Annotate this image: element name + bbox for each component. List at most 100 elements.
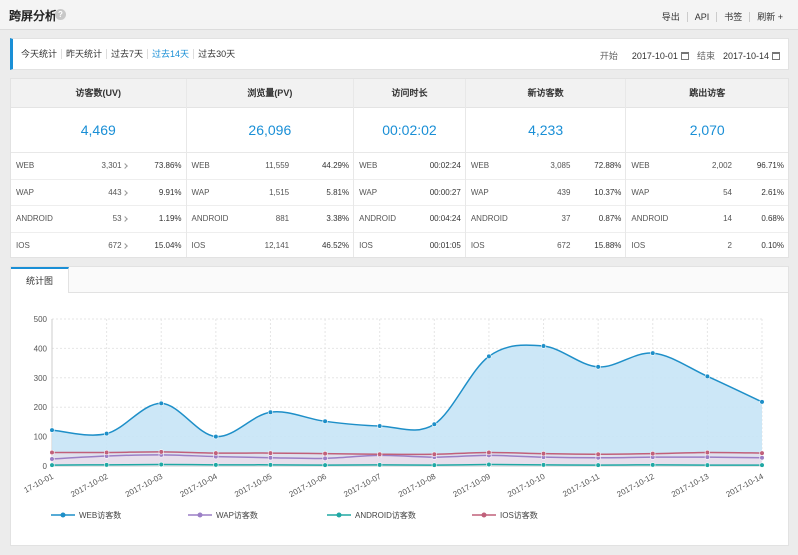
row-percent: 44.29%: [321, 161, 350, 170]
data-point: [704, 454, 710, 460]
api-button[interactable]: API: [694, 11, 710, 22]
start-label: 开始: [599, 51, 618, 61]
start-date-input[interactable]: 2017-10-01: [631, 50, 678, 61]
row-value: 439: [557, 187, 571, 197]
stat-row: WAP 439 10.37%: [465, 180, 626, 206]
row-percent: 0.10%: [761, 240, 784, 250]
series-area: [52, 451, 762, 466]
data-point: [49, 427, 55, 433]
x-tick-label: 2017-10-12: [615, 472, 656, 499]
data-point: [267, 450, 274, 456]
line-chart: 0 100 200 300 400 500 17-10-01 2017-10-02 2017-1…: [22, 315, 765, 520]
y-tick-label: 0: [43, 462, 48, 471]
refresh-button[interactable]: 刷新 +: [757, 12, 783, 22]
data-point: [104, 462, 110, 468]
row-value: 1,515: [269, 187, 290, 197]
stat-row[interactable]: ANDROID 53 1.19%: [11, 206, 186, 233]
stat-column-bounce: 跳出访客 2,070 WEB 2,002 96.71% WAP 54 2.61% AND…: [626, 79, 788, 257]
row-percent: 0.68%: [761, 214, 784, 223]
data-point: [49, 462, 55, 468]
export-button[interactable]: 导出: [661, 12, 680, 22]
data-point: [158, 400, 164, 406]
row-label: WAP: [631, 187, 650, 197]
legend-label: IOS访客数: [500, 510, 538, 520]
data-point: [267, 462, 274, 468]
data-point: [704, 449, 710, 456]
stat-row: WAP 54 2.61%: [626, 180, 788, 206]
tab-chart[interactable]: 统计图: [11, 267, 69, 293]
chevron-right-icon: [121, 189, 128, 196]
calendar-icon[interactable]: [680, 51, 689, 60]
header-actions: 导出 API 书签 刷新 +: [655, 10, 790, 23]
end-date-input[interactable]: 2017-10-14: [722, 50, 769, 61]
row-label: IOS: [631, 240, 646, 250]
period-30-days[interactable]: 过去30天: [198, 49, 236, 59]
period-today[interactable]: 今天统计: [17, 49, 63, 59]
row-label: ANDROID: [631, 214, 669, 223]
stat-row[interactable]: WEB 3,301 73.86%: [11, 153, 186, 180]
row-percent: 0.87%: [598, 214, 622, 223]
stat-row: ANDROID 37 0.87%: [465, 206, 626, 233]
stat-column-new-visitors: 新访客数 4,233 WEB 3,085 72.88% WAP 439 10.37% A…: [465, 79, 627, 257]
period-yesterday[interactable]: 昨天统计: [62, 49, 108, 59]
series-line: [51, 451, 763, 456]
data-point: [49, 456, 55, 462]
row-value: 3,085: [550, 161, 571, 170]
help-icon[interactable]: ?: [55, 9, 66, 20]
row-percent: 73.86%: [154, 161, 182, 170]
row-label: ANDROID: [16, 214, 53, 223]
data-point: [759, 450, 765, 456]
date-filter-bar: 今天统计 昨天统计 过去7天 过去14天 过去30天 开始 2017-10-01…: [10, 38, 789, 70]
page-header: 跨屏分析 ? 导出 API 书签 刷新 +: [0, 0, 798, 30]
row-label: WEB: [470, 161, 490, 170]
data-point: [158, 461, 164, 468]
row-label: WAP: [359, 187, 378, 197]
data-point: [650, 462, 656, 468]
row-value: 11,559: [265, 161, 290, 170]
stat-title: 跳出访客: [626, 79, 788, 108]
series-line: [51, 344, 763, 438]
row-label: ANDROID: [470, 214, 508, 223]
row-value: 37: [561, 214, 571, 223]
row-value: 00:04:24: [429, 214, 461, 223]
data-point: [431, 462, 437, 468]
data-point: [158, 449, 164, 455]
series-line: [51, 463, 763, 466]
row-label: WEB: [16, 161, 35, 170]
row-value: 443: [108, 187, 122, 197]
bookmark-button[interactable]: 书签: [724, 12, 743, 22]
data-point: [486, 461, 492, 468]
stat-title: 访客数(UV): [11, 79, 186, 108]
row-label: WEB: [359, 161, 378, 170]
row-value: 3,301: [101, 161, 122, 170]
stat-row: ANDROID 881 3.38%: [186, 206, 354, 233]
calendar-icon[interactable]: [772, 51, 780, 60]
row-label: IOS: [191, 240, 206, 250]
y-tick-label: 300: [34, 374, 48, 383]
chart-tab-bar: 统计图: [11, 267, 788, 293]
x-tick-label: 2017-10-09: [452, 472, 493, 499]
row-percent: 96.71%: [756, 161, 784, 170]
data-point: [704, 462, 710, 468]
stat-row[interactable]: WAP 443 9.91%: [11, 180, 186, 206]
date-range: 开始 2017-10-01 结束 2017-10-14: [600, 49, 780, 62]
x-tick-label: 2017-10-13: [670, 472, 711, 499]
data-point: [431, 421, 437, 427]
data-point: [322, 462, 328, 468]
stat-row: ANDROID 00:04:24: [354, 206, 465, 233]
period-14-days[interactable]: 过去14天: [148, 49, 195, 59]
row-value: 54: [723, 187, 732, 197]
x-tick-label: 2017-10-04: [178, 472, 219, 499]
stat-total: 4,469: [11, 108, 186, 153]
data-point: [104, 449, 110, 456]
period-7-days[interactable]: 过去7天: [107, 49, 149, 59]
row-value: 2,002: [711, 161, 732, 170]
stat-total: 26,096: [186, 108, 354, 153]
data-point: [540, 451, 547, 457]
stat-row[interactable]: IOS 672 15.04%: [11, 233, 186, 260]
row-value: 00:01:05: [429, 240, 461, 250]
data-point: [377, 423, 383, 429]
data-point: [49, 449, 55, 456]
data-point: [213, 450, 219, 456]
row-percent: 15.04%: [154, 240, 182, 250]
